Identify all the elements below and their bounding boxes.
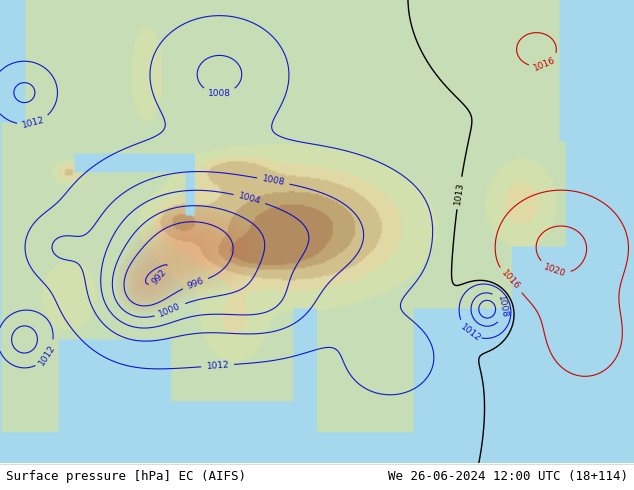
Text: 1016: 1016 (533, 56, 557, 73)
Text: 1000: 1000 (158, 301, 183, 319)
Text: 1012: 1012 (37, 343, 58, 367)
Text: 1012: 1012 (206, 360, 230, 371)
Text: 992: 992 (151, 268, 169, 287)
Text: 1013: 1013 (453, 181, 465, 205)
Text: 1008: 1008 (496, 294, 509, 319)
Text: 1016: 1016 (500, 269, 522, 292)
Text: 996: 996 (186, 276, 205, 291)
Text: 1004: 1004 (237, 191, 262, 206)
Text: 1020: 1020 (542, 262, 567, 278)
Text: Surface pressure [hPa] EC (AIFS): Surface pressure [hPa] EC (AIFS) (6, 470, 247, 483)
Text: 1008: 1008 (261, 174, 285, 188)
Text: 1012: 1012 (21, 116, 46, 130)
Text: 1008: 1008 (208, 89, 231, 98)
Text: 1012: 1012 (458, 322, 482, 343)
Text: We 26-06-2024 12:00 UTC (18+114): We 26-06-2024 12:00 UTC (18+114) (387, 470, 628, 483)
